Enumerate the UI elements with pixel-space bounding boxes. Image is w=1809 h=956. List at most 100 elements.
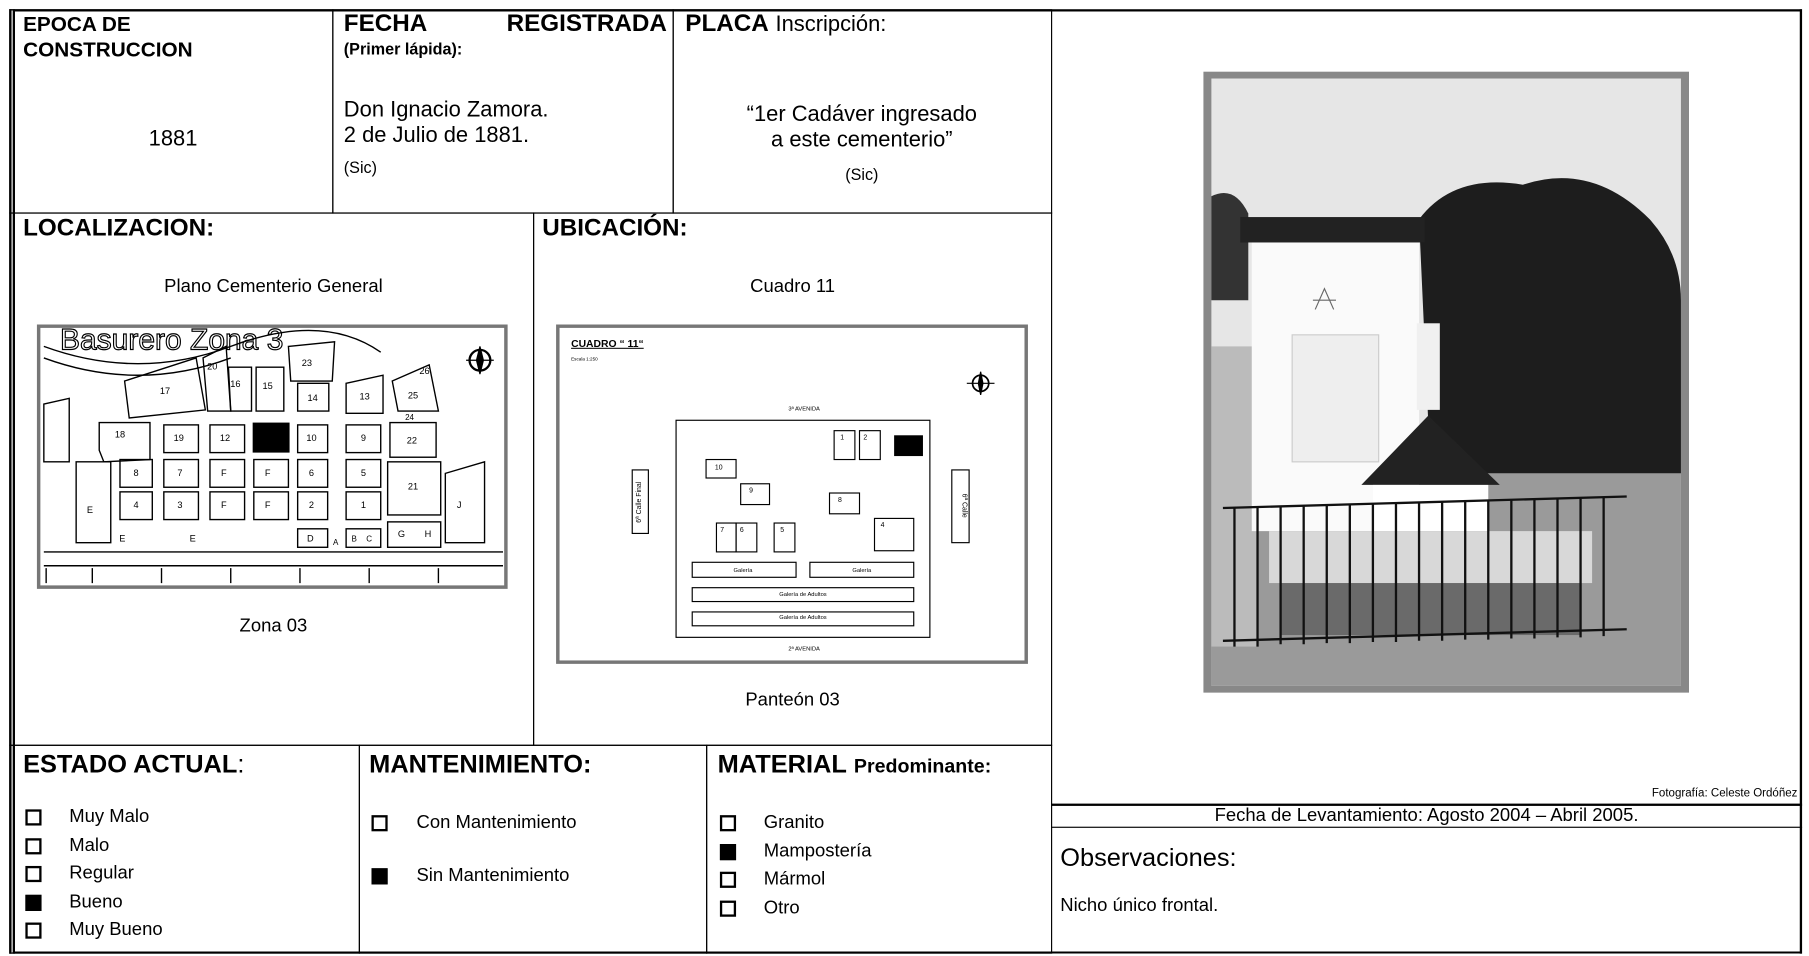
note: (Sic) <box>845 165 879 184</box>
map-label: 7 <box>720 527 724 534</box>
option-label: Regular <box>69 863 134 884</box>
heading: LOCALIZACION: <box>23 214 215 242</box>
subheading: Predominante: <box>853 755 992 778</box>
caption: Zona 03 <box>239 616 308 637</box>
checkbox <box>25 809 42 826</box>
heading: FECHA REGISTRADA <box>343 10 667 37</box>
map-label: H <box>425 529 432 539</box>
map-label: 15 <box>263 381 273 391</box>
map-label: 17 <box>160 386 170 396</box>
caption: Cuadro 11 <box>750 277 836 297</box>
map-label: 25 <box>408 390 418 400</box>
photo-credit: Fotografía: Celeste Ordóñez <box>1651 787 1798 801</box>
map-label: Galería <box>852 568 872 574</box>
subheading: Inscripción: <box>775 12 887 37</box>
map-label: J <box>457 500 462 510</box>
text: Don Ignacio Zamora. <box>343 98 549 123</box>
map-label: 9 <box>361 433 366 443</box>
punctuation: : <box>237 749 245 779</box>
option-label: Bueno <box>69 891 123 912</box>
heading: Observaciones: <box>1060 842 1237 872</box>
map-label: 22 <box>407 435 417 445</box>
map-label: E <box>87 505 93 515</box>
map-label: 1 <box>361 500 366 510</box>
option-label: Granito <box>763 812 825 833</box>
map-label: 6 <box>740 527 744 534</box>
map-label: G <box>398 529 405 539</box>
checkbox <box>371 868 388 885</box>
heading: ESTADO ACTUAL <box>23 749 238 779</box>
option-label: Con Mantenimiento <box>416 812 577 833</box>
map-label: 10 <box>306 433 316 443</box>
map-label: Galería de Adultos <box>779 592 827 598</box>
value: 1881 <box>148 127 198 152</box>
heading: UBICACIÓN: <box>542 214 688 242</box>
map-label: 2ª AVENIDA <box>788 645 820 652</box>
checkbox <box>719 815 737 832</box>
map-label: 12 <box>220 433 230 443</box>
checkbox <box>25 894 42 911</box>
block-map: CUADRO “ 11“ Escala 1:250 3ª AVENIDA 2ª AVE… <box>556 324 1028 664</box>
caption: Plano Cementerio General <box>164 277 383 297</box>
heading: MATERIAL Predominante: <box>718 749 992 779</box>
text: 2 de Julio de 1881. <box>343 123 530 148</box>
cemetery-map: Basurero Zona 3 20 1 6 15 2 3 17 14 13 26 25 24 18 19 1… <box>36 324 508 589</box>
heading: MANTENIMIENTO: <box>369 749 592 779</box>
option-label: Otro <box>763 897 800 918</box>
photo <box>1203 71 1690 693</box>
map-label: Basurero Zona 3 <box>60 324 283 356</box>
map-label: 14 <box>308 393 318 403</box>
checkbox <box>719 843 737 860</box>
map-label: 26 <box>419 366 429 376</box>
map-label: Escala 1:250 <box>571 356 598 361</box>
checkbox <box>25 922 42 939</box>
map-label: 13 <box>359 392 369 402</box>
map-label: A <box>333 538 339 547</box>
map-label: 6ª Calle Final <box>636 481 643 522</box>
map-label: 8 <box>838 497 842 504</box>
text: Nicho único frontal. <box>1060 895 1219 916</box>
map-label: Galería de Adultos <box>779 615 827 621</box>
map-label: 18 <box>115 430 125 440</box>
subheading: (Primer lápida): <box>343 39 463 58</box>
checkbox <box>719 871 737 888</box>
map-label: 8 <box>134 468 139 478</box>
map-label: 3ª AVENIDA <box>788 405 820 412</box>
map-label: 4 <box>881 522 885 529</box>
option-label: Mampostería <box>763 841 872 861</box>
checkbox <box>25 865 42 883</box>
map-label: 2 <box>309 500 314 510</box>
heading: ESTADO ACTUAL: <box>23 749 244 779</box>
map-label: 1 <box>840 434 844 441</box>
map-label: 19 <box>174 433 184 443</box>
survey-date: Fecha de Levantamiento: Agosto 2004 – Ab… <box>1214 805 1639 826</box>
divider <box>1051 826 1803 828</box>
map-label: 9 <box>749 488 753 495</box>
map-label: 6 <box>309 468 314 478</box>
map-label: 21 <box>408 482 418 492</box>
map-label: 4 <box>134 500 139 510</box>
text: a este cementerio” <box>771 128 953 153</box>
option-label: Muy Malo <box>69 807 150 827</box>
caption: Panteón 03 <box>745 690 840 711</box>
option-label: Mármol <box>763 869 826 890</box>
map-label: E <box>119 534 125 544</box>
checkbox <box>719 900 737 917</box>
map-label: 2 <box>863 434 867 441</box>
map-label: 7 <box>177 468 182 478</box>
map-label: B <box>351 534 356 543</box>
checkbox <box>371 815 388 832</box>
map-label: C <box>366 534 372 543</box>
option-label: Sin Mantenimiento <box>416 865 570 886</box>
map-label: 5 <box>780 527 784 534</box>
map-label: F <box>221 500 227 510</box>
map-label: Galería <box>734 568 754 574</box>
map-label: E <box>190 534 196 544</box>
map-label: F <box>221 468 227 478</box>
divider <box>1051 803 1803 806</box>
heading: PLACA Inscripción: <box>685 10 886 38</box>
map-label: 3 <box>177 500 182 510</box>
map-label: 20 <box>207 362 217 372</box>
map-label: 24 <box>405 413 414 422</box>
checkbox <box>25 837 42 854</box>
